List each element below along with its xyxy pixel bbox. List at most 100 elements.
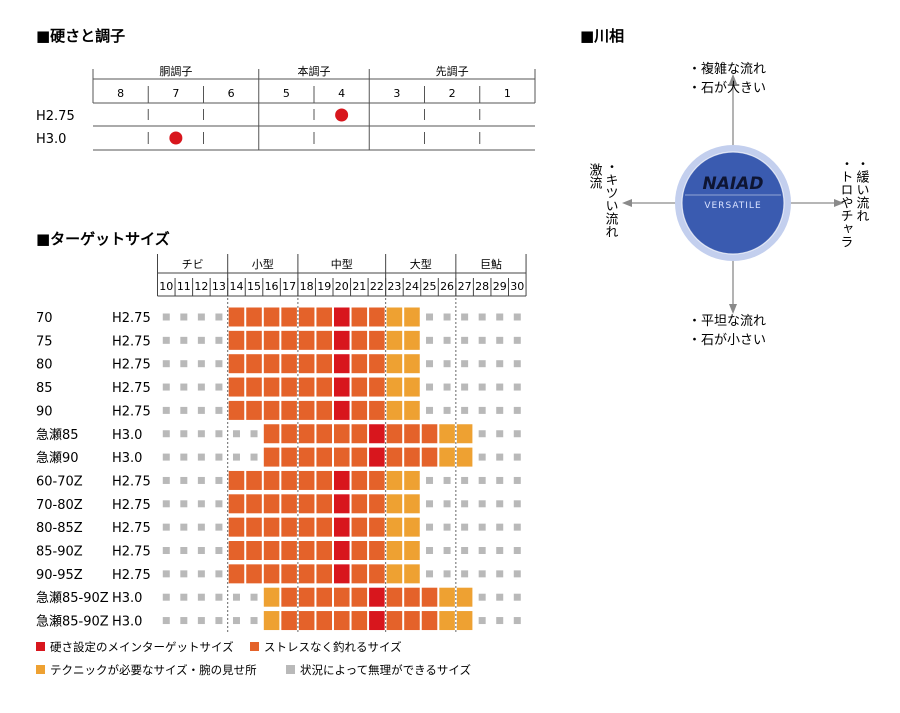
size-cell bbox=[386, 307, 403, 327]
size-cell-minor bbox=[232, 430, 240, 438]
size-cell bbox=[246, 541, 262, 560]
size-cell bbox=[246, 330, 262, 350]
size-tick-label: 27 bbox=[458, 280, 472, 293]
size-cell-minor bbox=[443, 570, 451, 578]
size-cell-minor bbox=[162, 430, 170, 438]
size-cell-minor bbox=[162, 523, 170, 531]
size-cell bbox=[316, 447, 332, 467]
size-cell-minor bbox=[215, 406, 223, 414]
size-tick-label: 25 bbox=[423, 280, 437, 293]
legend-swatch bbox=[36, 665, 45, 674]
legend: 硬さ設定のメインターゲットサイズ ストレスなく釣れるサイズテクニックが必要なサイズ… bbox=[36, 640, 471, 677]
size-cell-minor bbox=[215, 523, 223, 531]
size-cell bbox=[456, 424, 473, 444]
hardness-label: H3.0 bbox=[112, 591, 142, 606]
size-cell bbox=[298, 587, 315, 607]
model-label: 60-70Z bbox=[36, 474, 83, 489]
size-cell-minor bbox=[232, 617, 240, 625]
size-cell-minor bbox=[250, 430, 258, 438]
size-cell bbox=[369, 377, 385, 397]
size-cell-minor bbox=[180, 570, 188, 578]
legend-label: テクニックが必要なサイズ・腕の見せ所 bbox=[50, 663, 257, 677]
size-cell bbox=[316, 587, 332, 607]
legend-swatch bbox=[250, 642, 259, 651]
size-cell bbox=[281, 377, 297, 397]
arrow-left-icon bbox=[622, 199, 632, 207]
size-cell-minor bbox=[180, 500, 188, 508]
size-cell bbox=[281, 517, 297, 537]
size-cell-minor bbox=[496, 430, 504, 438]
size-cell-minor bbox=[513, 476, 521, 484]
size-cell bbox=[263, 611, 280, 631]
size-cell bbox=[421, 447, 438, 467]
size-cell bbox=[281, 424, 297, 444]
model-label: 80-85Z bbox=[36, 521, 83, 536]
size-group-label: 巨鮎 bbox=[480, 257, 502, 271]
size-cell-minor bbox=[426, 476, 434, 484]
size-cell-minor bbox=[443, 360, 451, 368]
size-cell bbox=[263, 307, 280, 327]
size-cell bbox=[351, 354, 368, 374]
size-cell bbox=[404, 587, 420, 607]
size-cell bbox=[386, 447, 403, 467]
size-cell-minor bbox=[197, 547, 205, 554]
size-cell-minor bbox=[162, 360, 170, 368]
model-label: 80 bbox=[36, 358, 53, 373]
hardness-column-label: 3 bbox=[393, 87, 400, 100]
size-cell-minor bbox=[513, 570, 521, 578]
size-cell bbox=[404, 354, 420, 374]
size-cell bbox=[298, 470, 315, 490]
size-cell bbox=[281, 400, 297, 420]
size-cell-minor bbox=[162, 593, 170, 601]
hardness-column-label: 1 bbox=[504, 87, 511, 100]
size-tick-label: 23 bbox=[387, 280, 401, 293]
size-cell-minor bbox=[197, 617, 205, 625]
hardness-label: H2.75 bbox=[112, 404, 151, 419]
size-cell bbox=[281, 564, 297, 584]
size-cell-minor bbox=[461, 500, 469, 508]
size-cell-minor bbox=[496, 523, 504, 531]
hardness-label: H2.75 bbox=[112, 311, 151, 326]
size-cell bbox=[334, 517, 350, 537]
size-cell-minor bbox=[250, 593, 258, 601]
hardness-row-label: H3.0 bbox=[36, 132, 66, 147]
badge-title: NAIAD bbox=[703, 174, 764, 194]
size-cell bbox=[334, 330, 350, 350]
size-cell-minor bbox=[496, 593, 504, 601]
size-cell-minor bbox=[461, 406, 469, 414]
size-cell-minor bbox=[478, 476, 486, 484]
river-bottom-label-2: ・石が小さい bbox=[688, 333, 766, 348]
size-cell bbox=[351, 541, 368, 560]
hardness-label: H2.75 bbox=[112, 568, 151, 583]
size-cell bbox=[316, 400, 332, 420]
arrow-up-icon bbox=[729, 74, 737, 84]
size-cell-minor bbox=[461, 383, 469, 391]
size-cell bbox=[263, 330, 280, 350]
size-cell-minor bbox=[197, 313, 205, 321]
size-cell bbox=[316, 541, 332, 560]
size-cell-minor bbox=[513, 430, 521, 438]
size-tick-label: 14 bbox=[229, 280, 243, 293]
size-cell-minor bbox=[461, 523, 469, 531]
size-cell-minor bbox=[215, 313, 223, 321]
size-cell bbox=[369, 517, 385, 537]
size-tick-label: 10 bbox=[159, 280, 173, 293]
size-cell bbox=[439, 447, 455, 467]
size-cell-minor bbox=[461, 570, 469, 578]
size-cell bbox=[404, 541, 420, 560]
hardness-group-label: 本調子 bbox=[298, 64, 331, 78]
river-bottom-label-1: ・平坦な流れ bbox=[688, 314, 766, 329]
size-cell-minor bbox=[443, 336, 451, 344]
size-cell bbox=[386, 494, 403, 514]
size-cell-minor bbox=[513, 523, 521, 531]
size-cell bbox=[421, 611, 438, 631]
size-cell bbox=[386, 424, 403, 444]
target-size-section: ■ターゲットサイズ チビ 小型 中型 大型 巨鮎 10 11 12 13 14 15 16 17 18 19… bbox=[36, 230, 527, 677]
size-cell-minor bbox=[215, 617, 223, 625]
size-cell bbox=[298, 400, 315, 420]
size-cell-minor bbox=[162, 617, 170, 625]
size-cell-minor bbox=[197, 360, 205, 368]
size-tick-label: 21 bbox=[352, 280, 366, 293]
size-tick-label: 17 bbox=[282, 280, 296, 293]
